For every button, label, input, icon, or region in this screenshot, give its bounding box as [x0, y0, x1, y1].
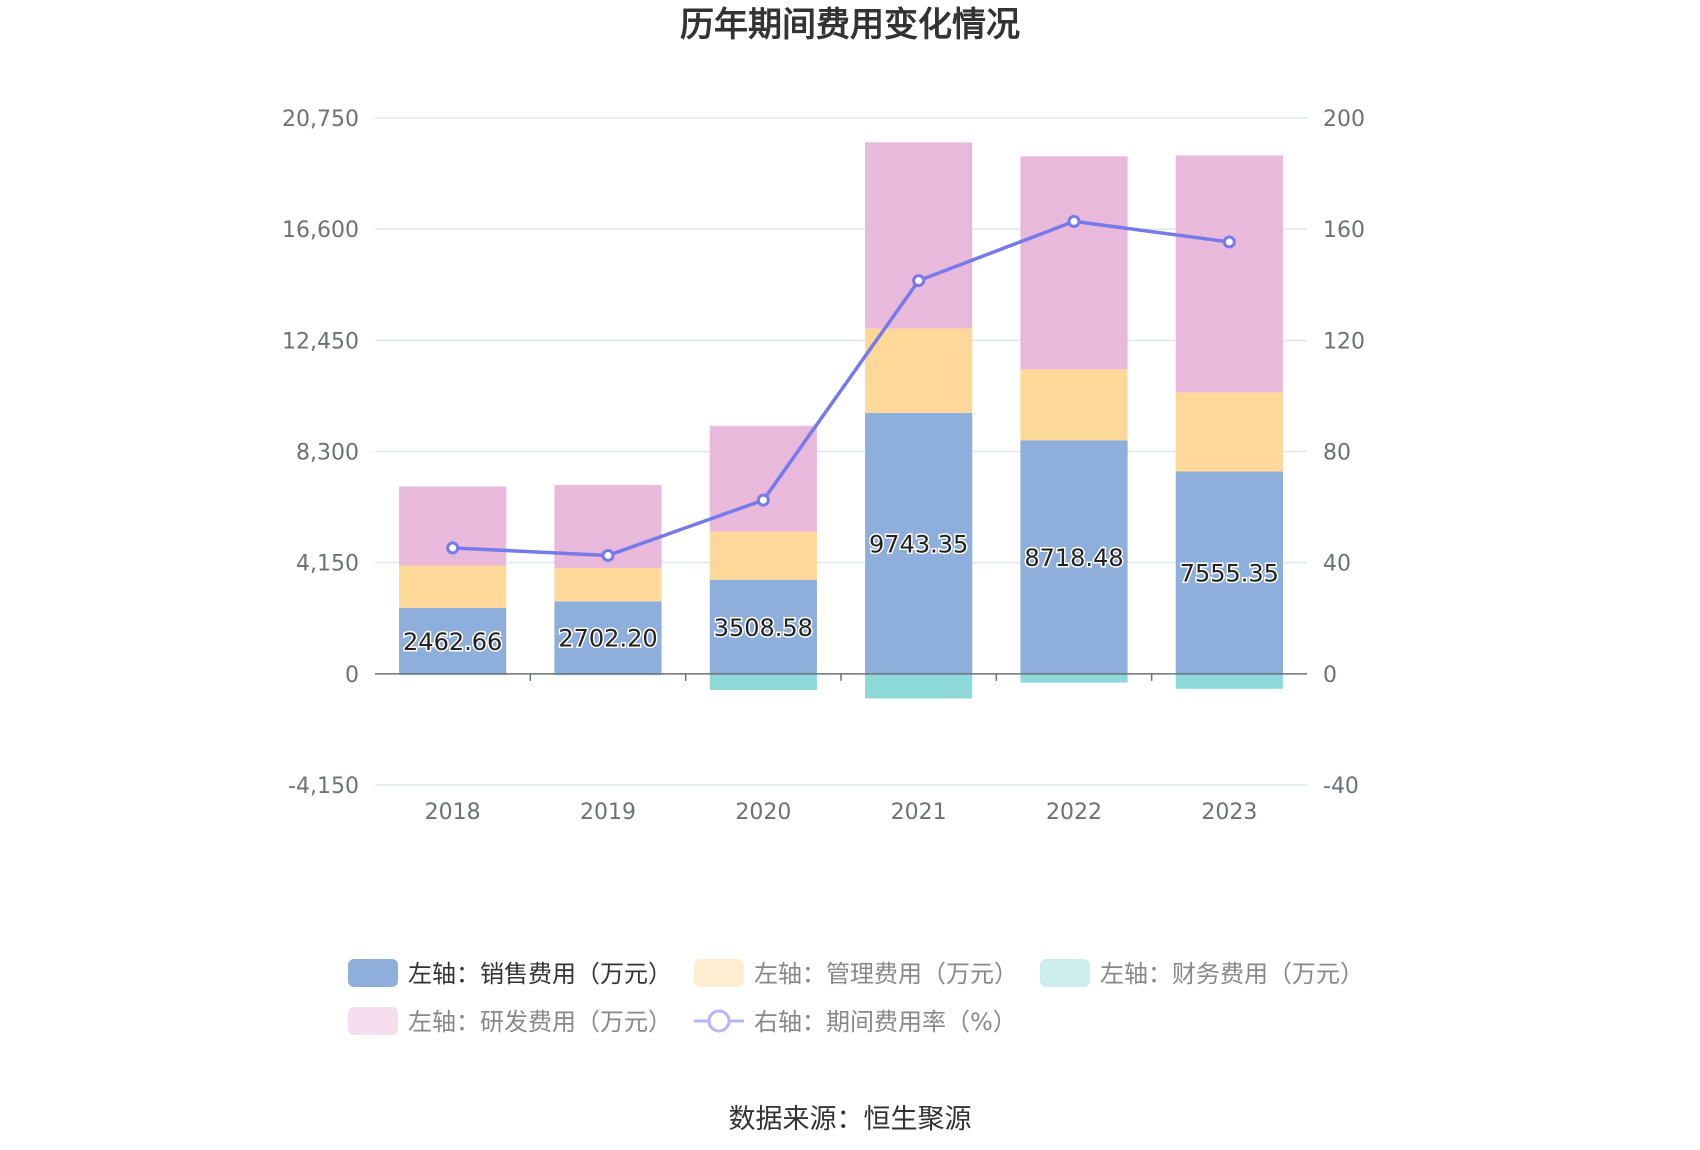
legend-label: 左轴：研发费用（万元） [408, 1008, 672, 1036]
legend-swatch [1040, 959, 1090, 987]
sales-data-label: 7555.35 [1180, 560, 1279, 588]
rate-point [601, 548, 615, 562]
bar-segment [1175, 673, 1283, 689]
y-left-tick-label: 12,450 [282, 329, 359, 354]
bar-segment [865, 142, 973, 329]
legend-label: 左轴：财务费用（万元） [1100, 960, 1364, 988]
bar-segment [1020, 673, 1128, 683]
y-left-tick-label: -4,150 [288, 774, 359, 799]
y-left-tick-label: 20,750 [282, 107, 359, 132]
legend-item: 左轴：研发费用（万元） [348, 1007, 672, 1036]
y-right-tick-label: 40 [1323, 552, 1351, 577]
legend-item: 左轴：财务费用（万元） [1040, 959, 1364, 988]
x-tick-label: 2020 [735, 800, 791, 825]
bar-segment [865, 673, 973, 699]
bar-series [399, 142, 1283, 699]
bar-segment [1175, 155, 1283, 393]
legend: 左轴：销售费用（万元） 左轴：管理费用（万元） 左轴：财务费用（万元） 左轴：研发费用… [348, 959, 1364, 1036]
x-tick-label: 2021 [891, 800, 947, 825]
legend-item: 左轴：销售费用（万元） [348, 959, 672, 988]
legend-label: 左轴：销售费用（万元） [408, 960, 672, 988]
bar-segment [399, 607, 507, 674]
rate-point [756, 493, 770, 507]
legend-marker-icon [707, 1009, 731, 1033]
x-axis: 2018 2019 2020 2021 2022 2023 [375, 673, 1307, 825]
bar-segment [1020, 440, 1128, 674]
y-right-tick-label: 80 [1323, 441, 1351, 466]
bar-segment [709, 425, 817, 532]
x-tick-label: 2019 [580, 800, 636, 825]
y-right-tick-label: -40 [1323, 774, 1359, 799]
x-tick-label: 2023 [1201, 800, 1257, 825]
sales-data-label: 9743.35 [869, 530, 968, 558]
chart-title: 历年期间费用变化情况 [680, 5, 1020, 45]
bar-segment [865, 328, 973, 413]
sales-data-label: 2702.20 [558, 625, 657, 653]
y-left-tick-label: 16,600 [282, 218, 359, 243]
legend-label: 右轴：期间费用率（%） [754, 1008, 1017, 1036]
bar-segment [1020, 369, 1128, 441]
y-axis-left: 20,750 16,600 12,450 8,300 4,150 0 -4,150 [282, 107, 359, 799]
sales-data-label: 2462.66 [403, 628, 502, 656]
data-labels: 2462.66 2702.20 3508.58 9743.35 8718.48 7555.… [402, 529, 1281, 658]
bar-segment [1020, 156, 1128, 370]
legend-label: 左轴：管理费用（万元） [754, 960, 1018, 988]
bar-segment [1175, 471, 1283, 674]
y-left-tick-label: 0 [345, 663, 359, 688]
grid-lines [375, 117, 1307, 786]
y-left-tick-label: 4,150 [296, 552, 359, 577]
bar-segment [554, 601, 662, 674]
rate-line-series [446, 214, 1236, 562]
rate-point [912, 274, 926, 288]
sales-data-label: 8718.48 [1024, 544, 1123, 572]
legend-swatch [694, 959, 744, 987]
bar-segment [709, 579, 817, 674]
bar-segment [1175, 392, 1283, 472]
y-axis-right: 200 160 120 80 40 0 -40 [1323, 107, 1365, 799]
x-tick-label: 2022 [1046, 800, 1102, 825]
rate-point [446, 541, 460, 555]
rate-point [1222, 235, 1236, 249]
y-left-tick-label: 8,300 [296, 441, 359, 466]
bar-segment [554, 567, 662, 602]
y-right-tick-label: 0 [1323, 663, 1337, 688]
legend-swatch [348, 1007, 398, 1035]
y-right-tick-label: 200 [1323, 107, 1365, 132]
rate-point [1067, 214, 1081, 228]
rate-line [452, 219, 1230, 558]
bar-segment [865, 412, 973, 674]
y-right-tick-label: 160 [1323, 218, 1365, 243]
legend-item: 左轴：管理费用（万元） [694, 959, 1018, 988]
bar-segment [709, 673, 817, 690]
legend-item: 右轴：期间费用率（%） [694, 1008, 1017, 1036]
y-right-tick-label: 120 [1323, 329, 1365, 354]
sales-data-label: 3508.58 [714, 614, 813, 642]
bar-segment [709, 531, 817, 580]
x-tick-label: 2018 [425, 800, 481, 825]
bar-segment [399, 565, 507, 608]
source-note: 数据来源：恒生聚源 [729, 1104, 972, 1135]
legend-swatch [348, 959, 398, 987]
